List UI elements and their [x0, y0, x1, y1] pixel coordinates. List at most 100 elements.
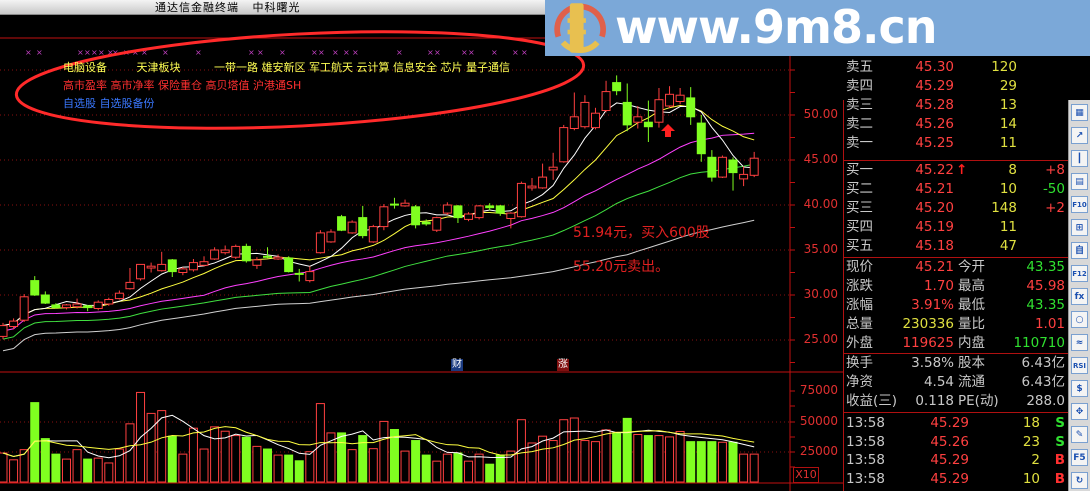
bid-row[interactable]: 买一 45.22 8 +8 ↑ [844, 161, 1069, 180]
tick-row[interactable]: 13:58 45.29 18 S [844, 414, 1069, 433]
candle-up [601, 91, 611, 111]
candle-up [61, 304, 71, 309]
volume-bar-down [83, 458, 93, 483]
volume-bar-up [527, 442, 537, 483]
order-label: 买三 [846, 200, 873, 216]
tick-row[interactable]: 13:58 45.29 2 B [844, 451, 1069, 470]
volume-bar-down [241, 436, 251, 483]
candlestick-icon[interactable]: ┃ [1071, 150, 1088, 167]
tag[interactable]: 军工航天 [309, 61, 353, 74]
order-price: 45.22 [915, 162, 954, 178]
tag[interactable]: 沪港通SH [253, 79, 302, 92]
candle-up [527, 185, 537, 189]
ask-row[interactable]: 卖一 45.25 11 [844, 134, 1069, 153]
candle-up [136, 263, 146, 280]
volume-bar-down [284, 454, 294, 483]
order-price: 45.28 [915, 97, 954, 113]
price-axis-label: 35.00 [803, 242, 838, 256]
ask-row[interactable]: 卖五 45.30 120 [844, 58, 1069, 77]
candle-down [453, 205, 463, 219]
f12-icon[interactable]: F12 [1071, 265, 1088, 282]
bid-row[interactable]: 买二 45.21 10 -50 [844, 180, 1069, 199]
up-arrow-icon: ↑ [956, 162, 968, 178]
volume-bar-up [104, 462, 114, 483]
move-icon[interactable]: ✥ [1071, 403, 1088, 420]
tag[interactable]: 保险重仓 [158, 79, 202, 92]
up-arrow-icon [661, 124, 675, 137]
candle-up [749, 157, 759, 176]
stat-row[interactable]: 总量 230336 量比 1.01 [844, 315, 1069, 334]
tick-time: 13:58 [846, 433, 885, 450]
f10-icon[interactable]: F10 [1071, 196, 1088, 213]
limit-up-marker[interactable]: 涨 [557, 359, 569, 371]
order-price: 45.25 [915, 135, 954, 151]
ask-row[interactable]: 卖四 45.29 29 [844, 77, 1069, 96]
candle-up [516, 182, 526, 218]
volume-bar-up [580, 440, 590, 483]
windows-icon[interactable]: ▤ [1071, 173, 1088, 190]
grid-report-icon[interactable]: ▦ [1071, 104, 1088, 121]
stat-value: 230336 [902, 316, 954, 332]
candle-up [675, 94, 685, 102]
ask-row[interactable]: 卖三 45.28 13 [844, 96, 1069, 115]
candle-up [252, 259, 262, 266]
info-marker-icon: × [84, 48, 91, 57]
finance-row[interactable]: 换手 3.58% 股本 6.43亿 [844, 354, 1069, 373]
finance-marker[interactable]: 财 [451, 359, 463, 371]
price-axis-label: 25.00 [803, 332, 838, 346]
volume-bar-up [114, 448, 124, 483]
tag[interactable]: 自选股备份 [99, 97, 155, 110]
tag[interactable]: 高市净率 [110, 79, 155, 92]
candle-up [474, 205, 484, 219]
tag[interactable]: 雄安新区 [261, 61, 306, 74]
order-label: 卖二 [846, 116, 873, 132]
candle-up [590, 112, 600, 129]
bid-row[interactable]: 买四 45.19 11 [844, 218, 1069, 237]
volume-bar-up [506, 450, 516, 483]
f5-icon[interactable]: F5 [1071, 449, 1088, 466]
rsi-icon[interactable]: RSI [1071, 357, 1088, 374]
refresh-icon[interactable]: ↻ [1071, 472, 1088, 489]
stat-row[interactable]: 外盘 119625 内盘 110710 [844, 334, 1069, 353]
finance-row[interactable]: 收益(三) 0.118 PE(动) 288.0 [844, 392, 1069, 411]
formula-icon[interactable]: fx [1071, 288, 1088, 305]
volume-bar-down [421, 454, 431, 483]
volume-bar-down [728, 441, 738, 483]
stat-row[interactable]: 现价 45.21 今开 43.35 [844, 258, 1069, 277]
self-select-icon[interactable]: 自 [1071, 242, 1088, 259]
tag[interactable]: 信息安全 [393, 61, 437, 74]
tag[interactable]: 量子通信 [466, 61, 510, 74]
finance-row[interactable]: 净资 4.54 流通 6.43亿 [844, 373, 1069, 392]
tag[interactable]: 一带一路 [214, 61, 258, 74]
tag[interactable]: 芯片 [440, 61, 463, 74]
candle-up [442, 204, 452, 214]
tick-row[interactable]: 13:58 45.29 10 B [844, 470, 1069, 489]
circle-icon[interactable]: ○ [1071, 311, 1088, 328]
tag[interactable]: 高市盈率 [63, 79, 107, 92]
line-chart-icon[interactable]: ↗ [1071, 127, 1088, 144]
pencil-icon[interactable]: ✎ [1071, 426, 1088, 443]
tree-icon[interactable]: ⊞ [1071, 219, 1088, 236]
tick-row[interactable]: 13:58 45.26 23 S [844, 433, 1069, 452]
bid-row[interactable]: 买三 45.20 148 +2 [844, 199, 1069, 218]
volume-bar-up [252, 445, 262, 483]
order-qty: 29 [999, 78, 1017, 94]
stat-row[interactable]: 涨跌 1.70 最高 45.98 [844, 277, 1069, 296]
order-price: 45.30 [915, 59, 954, 75]
kline-chart[interactable]: × × × × × × ×× × × × × × × × × × × × × × × × × × × × × × [0, 0, 843, 491]
bid-row[interactable]: 买五 45.18 47 [844, 237, 1069, 256]
indicator-icon[interactable]: ≈ [1071, 334, 1088, 351]
tag[interactable]: 天津板块 [136, 61, 181, 74]
finance-label: 净资 [846, 374, 873, 390]
volume-bar-up [305, 451, 315, 483]
stat-row[interactable]: 涨幅 3.91% 最低 43.35 [844, 296, 1069, 315]
money-icon[interactable]: $ [1071, 380, 1088, 397]
tag[interactable]: 自选股 [63, 97, 96, 110]
ask-row[interactable]: 卖二 45.26 14 [844, 115, 1069, 134]
volume-bar-up [157, 410, 167, 483]
tag[interactable]: 电脑设备 [63, 61, 107, 74]
volume-ma5-line [2, 414, 755, 459]
tag[interactable]: 高贝塔值 [205, 79, 250, 92]
tag[interactable]: 云计算 [356, 61, 390, 74]
stat-value: 3.91% [911, 297, 954, 313]
